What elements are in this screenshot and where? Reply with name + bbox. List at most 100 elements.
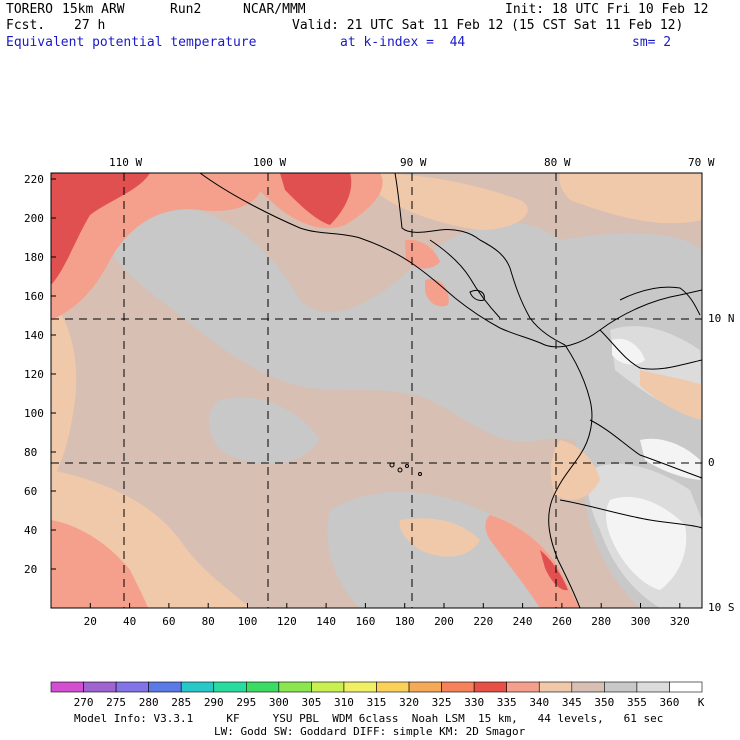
lat-label-equator: 0 — [708, 456, 715, 469]
pacific-coast-line — [199, 173, 702, 348]
y-tick-label: 200 — [24, 212, 44, 225]
ecuador-peru-border-line — [559, 499, 702, 529]
y-tick-label: 40 — [24, 524, 37, 537]
colorbar-label: 345 — [562, 696, 582, 709]
valid-time: Valid: 21 UTC Sat 11 Feb 12 (15 CST Sat … — [292, 18, 684, 33]
y-axis: 220 200 180 160 140 120 100 80 60 40 20 — [24, 173, 56, 576]
x-tick-label: 160 — [355, 615, 375, 628]
colorbar-swatch — [538, 681, 573, 693]
lat-label-10n: 10 N — [708, 312, 735, 325]
colorbar: 270 275 280 285 290 295 300 305 310 315 320 325 330 3… — [50, 681, 705, 709]
init-time: Init: 18 UTC Fri 10 Feb 12 — [505, 2, 709, 17]
colorbar-label: 325 — [432, 696, 452, 709]
y-tick-label: 80 — [24, 446, 37, 459]
colorbar-swatch — [571, 681, 605, 693]
colorbar-label: 280 — [139, 696, 159, 709]
colorbar-swatch — [473, 681, 507, 693]
y-tick-label: 100 — [24, 407, 44, 420]
colombia-ecuador-border-line — [589, 419, 702, 479]
x-tick-label: 100 — [238, 615, 258, 628]
colorbar-swatch — [180, 681, 215, 693]
physics-info-line: LW: Godd SW: Goddard DIFF: simple KM: 2D… — [214, 725, 526, 738]
theta-e-shading — [51, 173, 702, 608]
colorbar-label: 355 — [627, 696, 647, 709]
colorbar-label: 350 — [594, 696, 614, 709]
level-label: at k-index = 44 — [340, 35, 466, 50]
galapagos-island — [418, 472, 422, 476]
colorbar-swatch — [83, 681, 117, 693]
colorbar-swatch — [506, 681, 540, 693]
colorbar-swatch — [148, 681, 182, 693]
forecast-hour: 27 h — [74, 18, 106, 33]
x-tick-label: 200 — [434, 615, 454, 628]
colorbar-label: 330 — [464, 696, 484, 709]
y-tick-label: 180 — [24, 251, 44, 264]
colorbar-label: 310 — [334, 696, 354, 709]
model-info-line: Model Info: V3.3.1 KF YSU PBL WDM 6class… — [74, 712, 664, 725]
colombia-north-line — [599, 329, 702, 370]
colorbar-label: 270 — [74, 696, 94, 709]
south-america-west-coast-line — [548, 344, 593, 608]
colorbar-swatch — [213, 681, 247, 693]
y-tick-label: 120 — [24, 368, 44, 381]
graticule — [51, 173, 702, 608]
colorbar-swatch — [50, 681, 84, 693]
colorbar-unit: K — [698, 696, 705, 709]
smoothing-label: sm= 2 — [632, 35, 672, 50]
colorbar-swatch — [278, 681, 312, 693]
y-tick-label: 160 — [24, 290, 44, 303]
colorbar-swatch — [636, 681, 670, 693]
x-axis: 20 40 60 80 100 120 140 160 180 200 220 240 260 280 30… — [84, 603, 690, 628]
lon-label-80w: 80 W — [544, 156, 571, 169]
x-tick-label: 260 — [552, 615, 572, 628]
colorbar-label: 300 — [269, 696, 289, 709]
forecast-label: Fcst. — [6, 18, 46, 33]
resolution-label: 15km ARW — [62, 2, 125, 17]
x-tick-label: 20 — [84, 615, 97, 628]
galapagos-island — [405, 464, 409, 468]
colorbar-label: 295 — [236, 696, 256, 709]
colorbar-swatch — [669, 681, 703, 693]
caribbean-coast-line — [394, 173, 566, 346]
y-tick-label: 60 — [24, 485, 37, 498]
colorbar-swatch — [115, 681, 149, 693]
colorbar-swatch — [376, 681, 410, 693]
y-tick-label: 20 — [24, 563, 37, 576]
colorbar-swatch — [604, 681, 638, 693]
colorbar-label: 340 — [529, 696, 549, 709]
central-america-border-line — [429, 239, 501, 319]
lon-label-70w: 70 W — [688, 156, 715, 169]
x-tick-label: 140 — [316, 615, 336, 628]
lon-label-100w: 100 W — [253, 156, 286, 169]
colorbar-label: 320 — [399, 696, 419, 709]
x-tick-label: 60 — [162, 615, 175, 628]
colorbar-swatch — [441, 681, 475, 693]
colorbar-label: 290 — [204, 696, 224, 709]
lon-label-110w: 110 W — [109, 156, 142, 169]
lon-label-90w: 90 W — [400, 156, 427, 169]
x-tick-label: 320 — [670, 615, 690, 628]
colorbar-label: 315 — [367, 696, 387, 709]
x-tick-label: 280 — [591, 615, 611, 628]
org-label: NCAR/MMM — [243, 2, 306, 17]
x-tick-label: 240 — [513, 615, 533, 628]
x-tick-label: 300 — [631, 615, 651, 628]
colorbar-label: 335 — [497, 696, 517, 709]
colorbar-label: 305 — [301, 696, 321, 709]
lake-nicaragua — [469, 289, 485, 301]
colorbar-swatch — [311, 681, 345, 693]
coastline-outlines — [199, 173, 702, 608]
x-tick-label: 40 — [123, 615, 136, 628]
colorbar-label: 275 — [106, 696, 126, 709]
run-label: Run2 — [170, 2, 202, 17]
colorbar-label: 360 — [660, 696, 680, 709]
colorbar-label: 285 — [171, 696, 191, 709]
x-tick-label: 80 — [202, 615, 215, 628]
colorbar-swatch — [246, 681, 280, 693]
field-name: Equivalent potential temperature — [6, 35, 257, 50]
map-frame — [50, 172, 703, 609]
x-tick-label: 180 — [395, 615, 415, 628]
model-name: TORERO — [6, 2, 53, 17]
colorbar-swatch — [343, 681, 377, 693]
